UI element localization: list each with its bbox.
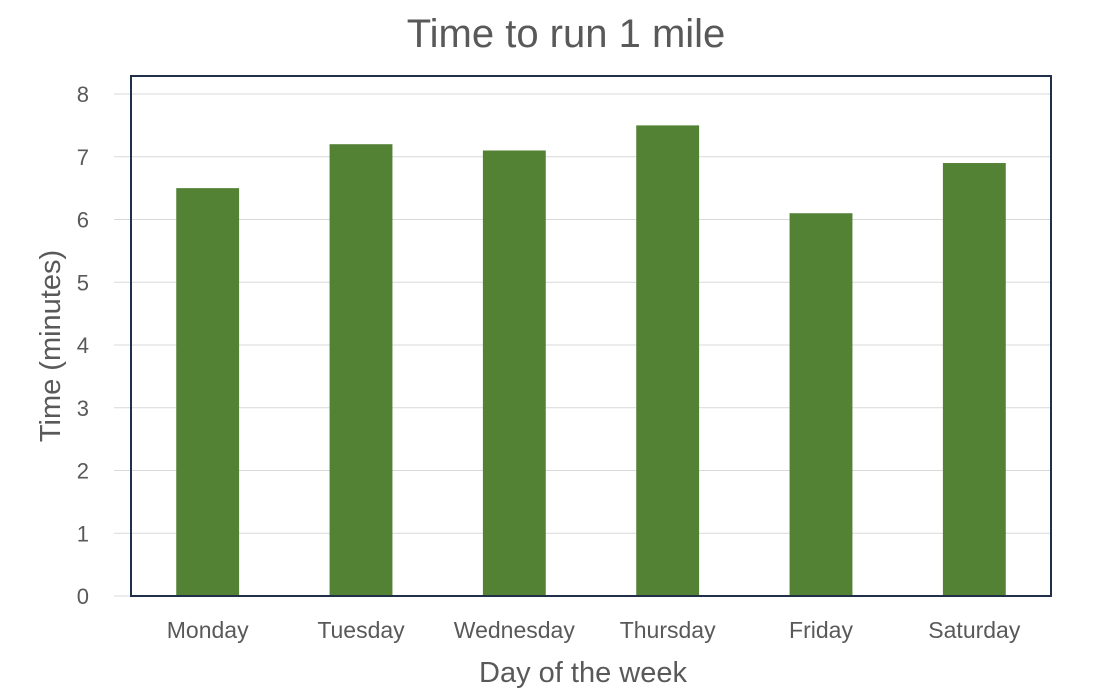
y-tick-label: 5	[77, 270, 89, 295]
x-axis-category-labels: Monday Tuesday Wednesday Thursday Friday Satu…	[167, 617, 1021, 643]
x-category-label: Monday	[167, 617, 249, 643]
bar-thursday	[636, 125, 700, 596]
bar-tuesday	[329, 144, 393, 596]
x-category-label: Saturday	[928, 617, 1021, 643]
y-tick-label: 2	[77, 459, 89, 484]
bar-wednesday	[482, 150, 546, 596]
y-tick-label: 1	[77, 521, 89, 546]
bar-saturday	[942, 163, 1006, 596]
y-axis-tick-labels: 0 1 2 3 4 5 6 7 8	[77, 82, 89, 609]
x-category-label: Tuesday	[317, 617, 405, 643]
bar-monday	[176, 188, 240, 596]
x-category-label: Thursday	[620, 617, 716, 643]
bars	[176, 125, 1006, 596]
x-category-label: Wednesday	[454, 617, 576, 643]
bar-friday	[789, 213, 853, 596]
x-axis-title: Day of the week	[479, 657, 687, 689]
y-tick-label: 8	[77, 82, 89, 107]
y-tick-label: 4	[77, 333, 89, 358]
chart-title: Time to run 1 mile	[407, 12, 726, 56]
y-axis-title: Time (minutes)	[35, 250, 67, 442]
y-tick-label: 3	[77, 396, 89, 421]
y-tick-label: 0	[77, 584, 89, 609]
y-tick-label: 7	[77, 145, 89, 170]
gridlines	[114, 93, 1051, 597]
x-category-label: Friday	[789, 617, 853, 643]
y-tick-label: 6	[77, 208, 89, 233]
plot-area-border	[130, 75, 1052, 597]
